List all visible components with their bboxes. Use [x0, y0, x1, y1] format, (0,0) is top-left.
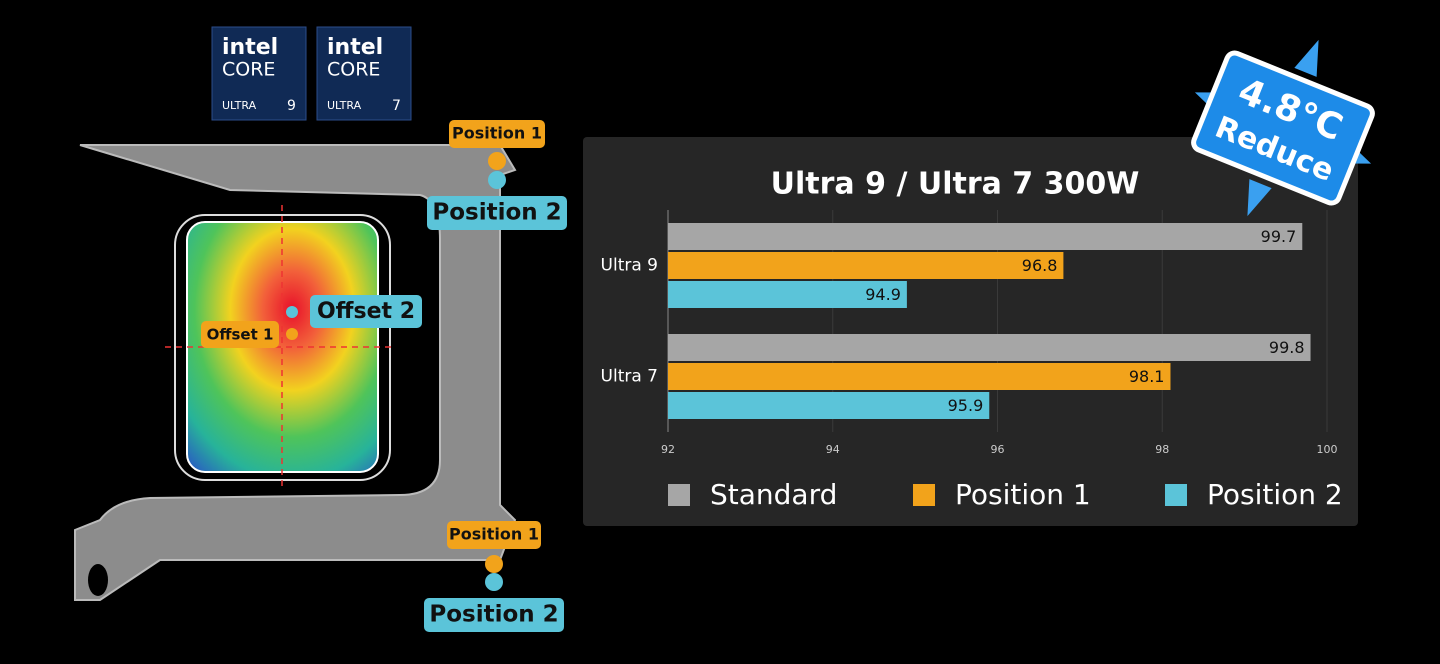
- bar: [668, 392, 990, 419]
- bracket-hole: [88, 564, 108, 596]
- value-label: 94.9: [865, 285, 901, 304]
- offset-label: Offset 2: [317, 299, 415, 324]
- badge-line: CORE: [222, 59, 275, 81]
- badge: intel CORE ULTRA 7: [316, 26, 412, 121]
- bar: [668, 223, 1303, 250]
- offset-dot: [286, 306, 298, 318]
- offset-dot: [286, 328, 298, 340]
- x-tick-label: 98: [1155, 443, 1169, 456]
- badge-tier: ULTRA: [327, 99, 362, 112]
- pill: [310, 295, 422, 328]
- chart-title: Ultra 9 / Ultra 7 300W: [771, 167, 1140, 202]
- pill: [201, 321, 279, 348]
- legend-label: Standard: [710, 478, 837, 511]
- badge-bg: [211, 26, 307, 121]
- value-label: 96.8: [1022, 256, 1058, 275]
- value-label: 98.1: [1129, 367, 1165, 386]
- position-label: Position 2: [432, 200, 561, 226]
- pill: [424, 598, 564, 632]
- legend-swatch: [1165, 484, 1187, 506]
- category-label: Ultra 9: [601, 256, 658, 276]
- value-label: 99.7: [1261, 227, 1297, 246]
- bar: [668, 363, 1171, 390]
- bar: [668, 252, 1064, 279]
- position-dot: [488, 171, 506, 189]
- pill: [447, 521, 541, 549]
- badge-line: CORE: [327, 59, 380, 81]
- x-tick-label: 92: [661, 443, 675, 456]
- legend-swatch: [913, 484, 935, 506]
- position-dot: [485, 555, 503, 573]
- bar: [668, 334, 1311, 361]
- badge-brand: intel: [327, 35, 383, 60]
- pill: [449, 120, 545, 148]
- badge-number: 9: [287, 98, 296, 114]
- x-tick-label: 94: [826, 443, 840, 456]
- badge-bg: [316, 26, 412, 121]
- x-tick-label: 96: [991, 443, 1005, 456]
- position-label: Position 2: [429, 602, 558, 628]
- position-label: Position 1: [452, 124, 542, 143]
- badge-number: 7: [392, 98, 401, 114]
- position-dot: [485, 573, 503, 591]
- callout: 4.8°C Reduce: [1191, 39, 1375, 217]
- plot: 92 94 96 98 100 Ultra 9 99.7 96.8 94.9 Ultra 7 99.…: [601, 210, 1343, 511]
- value-label: 99.8: [1269, 338, 1305, 357]
- badge-brand: intel: [222, 35, 278, 60]
- badge: intel CORE ULTRA 9: [211, 26, 307, 121]
- legend-label: Position 1: [955, 478, 1091, 511]
- legend-label: Position 2: [1207, 478, 1343, 511]
- legend-swatch: [668, 484, 690, 506]
- pill: [427, 196, 567, 230]
- x-tick-label: 100: [1317, 443, 1338, 456]
- bar: [668, 281, 907, 308]
- value-label: 95.9: [948, 396, 984, 415]
- category-label: Ultra 7: [601, 367, 658, 387]
- position-label: Position 1: [449, 525, 539, 544]
- position-dot: [488, 152, 506, 170]
- bracket-hole: [80, 152, 100, 184]
- callout-box: [1191, 50, 1375, 206]
- offset-label: Offset 1: [207, 326, 274, 344]
- badge-tier: ULTRA: [222, 99, 257, 112]
